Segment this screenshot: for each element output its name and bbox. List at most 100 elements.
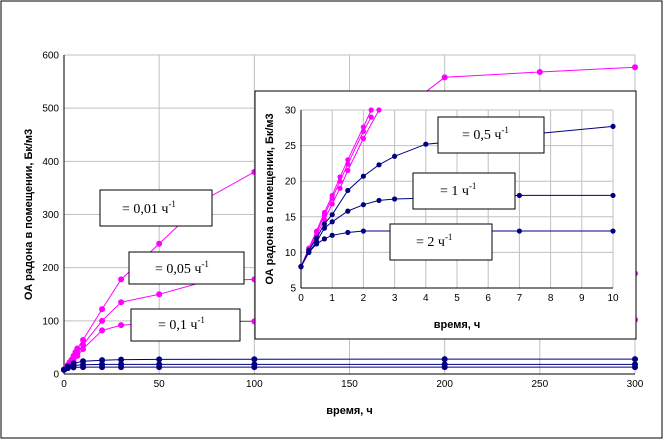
data-point bbox=[360, 135, 366, 142]
data-point bbox=[536, 69, 543, 76]
svg-text:= 2 ч-1: = 2 ч-1 bbox=[416, 232, 452, 250]
y-tick-label: 100 bbox=[42, 316, 59, 327]
data-point bbox=[368, 114, 374, 120]
data-point bbox=[516, 228, 523, 234]
x-tick-label: 5 bbox=[454, 293, 460, 304]
y-tick-label: 20 bbox=[285, 177, 297, 188]
data-point bbox=[321, 225, 327, 231]
data-point bbox=[64, 365, 71, 372]
x-axis-title: время, ч bbox=[326, 405, 373, 417]
data-point bbox=[360, 173, 366, 179]
data-point bbox=[632, 64, 638, 71]
x-tick-label: 7 bbox=[517, 293, 523, 304]
data-point bbox=[345, 208, 351, 214]
data-point bbox=[118, 364, 125, 371]
y-tick-label: 0 bbox=[53, 370, 59, 381]
y-axis-title: ОА радона в помещении, Бк/м3 bbox=[23, 129, 35, 300]
data-point bbox=[441, 356, 448, 363]
y-axis-title: ОА радона в помещении, Бк/м3 bbox=[264, 113, 276, 284]
annotation-sup: -1 bbox=[201, 259, 209, 269]
data-point bbox=[156, 291, 163, 298]
data-point bbox=[329, 201, 335, 207]
data-point bbox=[516, 192, 523, 199]
data-point bbox=[337, 185, 343, 191]
data-point bbox=[80, 341, 87, 348]
data-point bbox=[345, 167, 351, 174]
data-point bbox=[345, 187, 351, 194]
y-tick-label: 30 bbox=[285, 106, 297, 117]
x-tick-label: 10 bbox=[607, 293, 619, 304]
x-tick-label: 0 bbox=[298, 293, 304, 304]
data-point bbox=[99, 357, 106, 364]
data-point bbox=[251, 356, 258, 363]
data-point bbox=[329, 192, 335, 199]
data-point bbox=[99, 317, 106, 324]
data-point bbox=[80, 346, 87, 353]
annotation-0-1: = 0,1 ч-1 bbox=[130, 308, 241, 342]
y-tick-label: 200 bbox=[42, 263, 59, 274]
x-tick-label: 50 bbox=[154, 379, 166, 390]
data-point bbox=[392, 153, 398, 159]
data-point bbox=[74, 352, 81, 359]
annotation-0-01: = 0,01 ч-1 bbox=[99, 189, 213, 227]
data-point bbox=[392, 196, 398, 202]
annotation-text: = 0,01 ч bbox=[122, 202, 168, 217]
x-tick-label: 100 bbox=[246, 379, 263, 390]
data-point bbox=[306, 249, 312, 255]
data-point bbox=[80, 364, 87, 371]
x-axis-title: время, ч bbox=[434, 319, 481, 331]
data-point bbox=[314, 228, 320, 234]
data-point bbox=[329, 212, 335, 218]
data-point bbox=[70, 364, 77, 371]
annotation-1: = 1 ч-1 bbox=[412, 172, 516, 210]
data-point bbox=[368, 107, 374, 113]
data-point bbox=[360, 124, 366, 130]
svg-text:= 0,1 ч-1: = 0,1 ч-1 bbox=[158, 315, 205, 333]
data-point bbox=[610, 192, 616, 199]
annotation-sup: -1 bbox=[445, 232, 453, 242]
data-point bbox=[156, 364, 163, 371]
y-tick-label: 400 bbox=[42, 157, 59, 168]
y-tick-label: 600 bbox=[42, 51, 59, 62]
x-tick-label: 4 bbox=[423, 293, 429, 304]
data-point bbox=[298, 264, 304, 270]
annotation-text: = 0,1 ч bbox=[158, 318, 197, 333]
data-point bbox=[337, 174, 343, 180]
data-point bbox=[345, 157, 351, 163]
y-tick-label: 300 bbox=[42, 210, 59, 221]
data-point bbox=[610, 123, 616, 129]
annotation-0-5: = 0,5 ч-1 bbox=[437, 116, 545, 154]
data-point bbox=[156, 240, 163, 247]
annotation-sup: -1 bbox=[197, 315, 205, 325]
svg-text:= 1 ч-1: = 1 ч-1 bbox=[440, 181, 476, 199]
x-tick-label: 200 bbox=[436, 379, 453, 390]
data-point bbox=[99, 327, 106, 334]
data-point bbox=[99, 364, 106, 371]
data-point bbox=[360, 202, 366, 208]
data-point bbox=[156, 356, 163, 363]
data-point bbox=[329, 219, 335, 225]
data-point bbox=[321, 221, 327, 227]
annotation-sup: -1 bbox=[168, 199, 176, 209]
annotation-0-05: = 0,05 ч-1 bbox=[128, 251, 245, 285]
svg-text:= 0,5 ч-1: = 0,5 ч-1 bbox=[462, 125, 509, 143]
annotation-text: = 0,5 ч bbox=[462, 128, 501, 143]
y-tick-label: 10 bbox=[285, 248, 297, 259]
svg-text:= 0,01 ч-1: = 0,01 ч-1 bbox=[122, 199, 176, 217]
data-point bbox=[423, 141, 429, 147]
data-point bbox=[329, 232, 335, 238]
x-tick-label: 0 bbox=[61, 379, 67, 390]
data-point bbox=[441, 364, 448, 371]
data-point bbox=[632, 356, 638, 363]
svg-text:= 0,05 ч-1: = 0,05 ч-1 bbox=[155, 259, 209, 277]
x-tick-label: 150 bbox=[341, 379, 358, 390]
data-point bbox=[314, 241, 320, 247]
data-point bbox=[441, 74, 448, 81]
annotation-text: = 2 ч bbox=[416, 235, 445, 250]
annotation-2: = 2 ч-1 bbox=[389, 223, 493, 261]
data-point bbox=[376, 107, 382, 113]
data-point bbox=[118, 299, 125, 306]
y-tick-label: 500 bbox=[42, 104, 59, 115]
x-tick-label: 2 bbox=[361, 293, 367, 304]
